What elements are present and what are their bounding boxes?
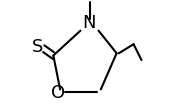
Text: N: N: [83, 13, 96, 31]
Text: O: O: [51, 83, 65, 101]
Text: S: S: [32, 38, 43, 56]
Text: CH₃: CH₃: [77, 0, 102, 1]
